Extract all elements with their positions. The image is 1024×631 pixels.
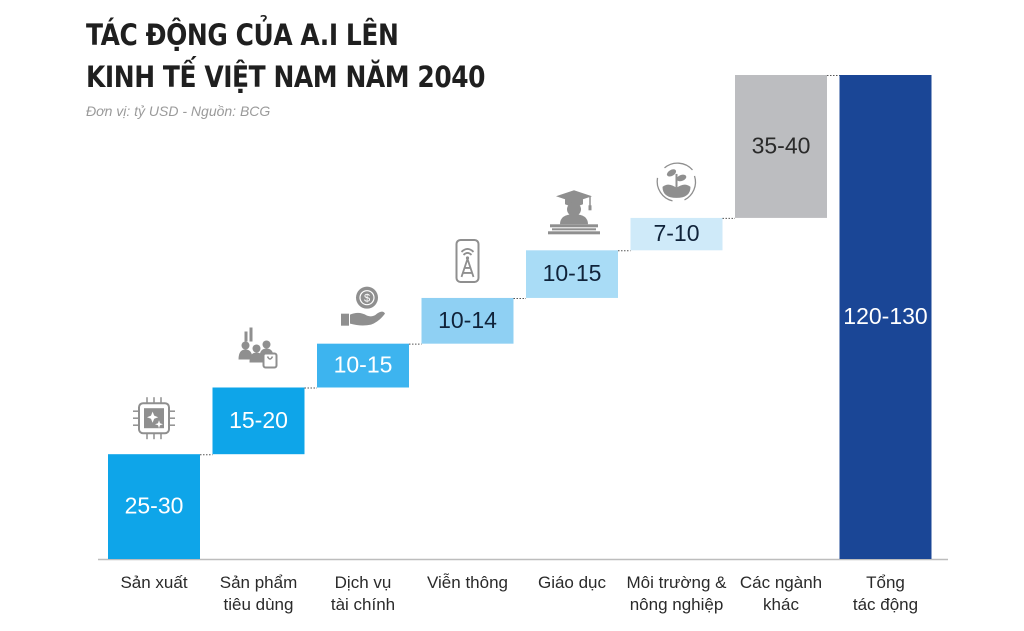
- chart-title-line-1: TÁC ĐỘNG CỦA A.I LÊN: [86, 18, 399, 52]
- education-graduate-icon: [548, 190, 600, 235]
- bar-value-label: 15-20: [229, 407, 288, 433]
- category-label: Môi trường &: [627, 573, 728, 592]
- bar-8: [839, 75, 932, 559]
- chart-subtitle: Đơn vị: tỷ USD - Nguồn: BCG: [86, 103, 271, 119]
- chart-title-line-2: KINH TẾ VIỆT NAM NĂM 2040: [86, 60, 486, 94]
- bar-7: [735, 75, 827, 218]
- bar-value-label: 35-40: [752, 133, 811, 159]
- category-label: Các ngành: [740, 573, 822, 592]
- telecom-phone-tower-icon: [455, 238, 480, 283]
- bar-3: [317, 343, 409, 388]
- ai-chip-icon: [133, 397, 175, 440]
- category-label: Dịch vụ: [335, 573, 392, 592]
- bar-value-label: 10-15: [543, 260, 602, 286]
- svg-text:$: $: [364, 293, 370, 305]
- category-label: Giáo dục: [538, 573, 607, 592]
- bar-value-label: 10-14: [438, 307, 497, 333]
- bar-4: [421, 297, 514, 344]
- consumer-shopping-icon: [238, 327, 278, 369]
- category-label: Sản xuất: [120, 573, 187, 592]
- category-label: Viễn thông: [427, 573, 508, 592]
- category-label: nông nghiệp: [630, 595, 724, 614]
- bar-1: [108, 454, 200, 559]
- category-label: Sản phẩm: [220, 573, 298, 592]
- bar-value-label: 25-30: [125, 493, 184, 519]
- category-label: tiêu dùng: [224, 595, 294, 614]
- bar-value-label: 10-15: [334, 352, 393, 378]
- environment-plant-cycle-icon: [656, 162, 697, 202]
- finance-hand-coin-icon: $: [341, 286, 385, 326]
- bar-2: [212, 387, 305, 455]
- bar-5: [526, 250, 618, 298]
- bar-6: [630, 217, 723, 251]
- bar-value-label: 120-130: [843, 303, 927, 329]
- chart-title: TÁC ĐỘNG CỦA A.I LÊN KINH TẾ VIỆT NAM NĂ…: [86, 14, 486, 98]
- category-label: tác động: [853, 595, 918, 614]
- category-label: khác: [763, 595, 799, 614]
- category-label: Tổng: [866, 573, 905, 592]
- category-label: tài chính: [331, 595, 395, 614]
- bar-value-label: 7-10: [653, 220, 699, 246]
